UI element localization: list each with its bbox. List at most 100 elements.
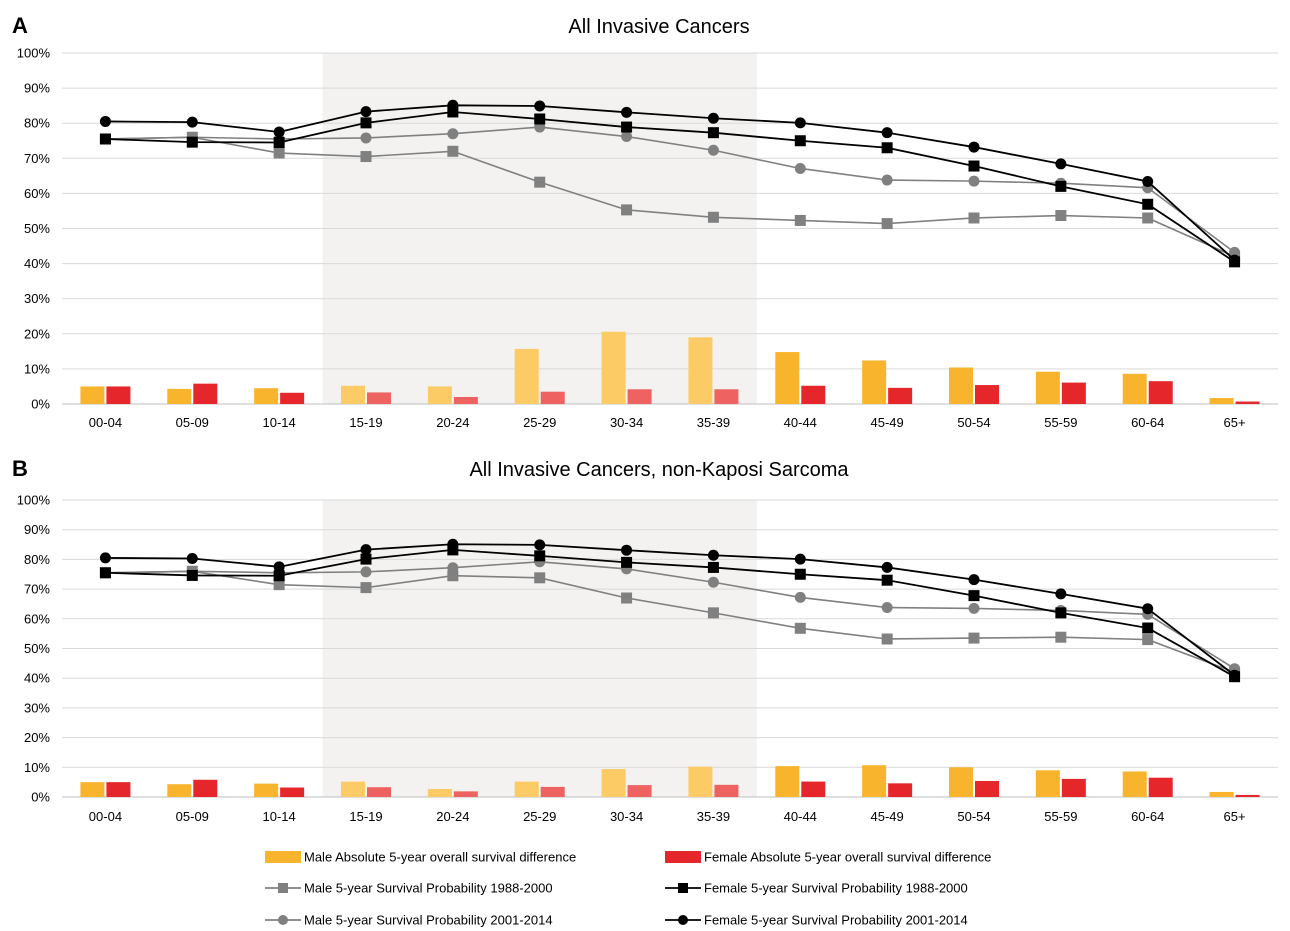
- panel-a-female-difference-bar: [367, 392, 391, 404]
- panel-b-x-tick-label: 25-29: [523, 809, 556, 824]
- panel-a-male-difference-bar: [514, 348, 539, 404]
- panel-b-female-difference-bar: [801, 781, 826, 797]
- panel-a-circle-point: [707, 112, 719, 124]
- legend-swatch-bar: [265, 851, 301, 863]
- panel-b-female-difference-bar: [627, 785, 652, 797]
- panel-a-female-difference-bar: [801, 385, 826, 404]
- panel-a-male-difference-bar: [949, 367, 973, 404]
- legend-label: Male 5-year Survival Probability 1988-20…: [304, 881, 553, 896]
- panel-a-y-tick-label: 0%: [31, 397, 50, 412]
- panel-b-circle-point: [1229, 669, 1241, 681]
- panel-a-female-difference-bar: [453, 396, 478, 404]
- panel-b-y-tick-label: 50%: [24, 641, 50, 656]
- panel-a-x-tick-label: 15-19: [349, 415, 382, 430]
- panel-b-circle-point: [360, 566, 372, 578]
- panel-b-y-tick-label: 60%: [24, 611, 50, 626]
- panel-a-male-difference-bar: [254, 388, 279, 404]
- panel-a-circle-point: [968, 175, 980, 187]
- chart-legend: Male Absolute 5-year overall survival di…: [265, 850, 991, 928]
- panel-b-female-difference-bar: [888, 783, 913, 797]
- panel-a-male-difference-bar: [1035, 371, 1060, 404]
- panel-a-square-point: [447, 145, 459, 157]
- panel-b-circle-point: [968, 602, 980, 614]
- legend-label: Female 5-year Survival Probability 2001-…: [704, 913, 968, 928]
- panel-b-circle-point: [360, 544, 372, 556]
- panel-b-letter: B: [12, 456, 28, 481]
- panel-b-x-tick-label: 00-04: [89, 809, 122, 824]
- panel-b-male-difference-bar: [341, 781, 365, 797]
- panel-a-male-5-year-survival-probability-1988-2000-line: [105, 136, 1235, 258]
- panel-b-x-tick-label: 40-44: [784, 809, 817, 824]
- panel-a-circle-point: [360, 106, 372, 118]
- panel-a-y-tick-label: 30%: [24, 291, 50, 306]
- panel-a-female-difference-bar: [714, 389, 739, 404]
- panel-b-square-point: [360, 582, 372, 594]
- panel-a-chart: A All Invasive Cancers 0% 10% 20% 30% 40% 50%…: [12, 13, 1278, 430]
- panel-b-square-point: [99, 567, 111, 579]
- legend-label: Male 5-year Survival Probability 2001-20…: [304, 913, 553, 928]
- panel-b-circle-point: [794, 553, 806, 565]
- panel-a-circle-point: [273, 126, 285, 138]
- panel-a-y-tick-label: 20%: [24, 326, 50, 341]
- panel-b-square-point: [186, 569, 198, 581]
- panel-a-square-point: [186, 136, 198, 148]
- panel-b-square-point: [534, 550, 546, 562]
- panel-a-male-difference-bar: [341, 385, 365, 404]
- panel-b-male-difference-bar: [1035, 770, 1060, 797]
- panel-b-female-difference-bar: [540, 786, 565, 797]
- panel-a-x-tick-label: 10-14: [263, 415, 296, 430]
- panel-b-female-difference-bar: [280, 787, 305, 797]
- panel-a-y-tick-label: 70%: [24, 151, 50, 166]
- panel-b-female-difference-bar: [367, 787, 391, 797]
- panel-b-circle-point: [1055, 588, 1067, 600]
- panel-a-circle-point: [794, 117, 806, 129]
- legend-swatch-circle-marker: [278, 915, 288, 925]
- panel-b-male-difference-bar: [80, 782, 105, 797]
- panel-b-y-tick-label: 0%: [31, 790, 50, 805]
- panel-a-square-point: [794, 135, 806, 147]
- legend-swatch-bar: [665, 851, 701, 863]
- panel-b-square-point: [1142, 622, 1154, 634]
- panel-a-y-tick-label: 80%: [24, 116, 50, 131]
- panel-b-male-difference-bar: [167, 784, 192, 797]
- panel-b-square-point: [621, 556, 633, 568]
- panel-a-square-point: [1055, 180, 1067, 192]
- panel-a-circle-point: [1055, 158, 1067, 170]
- legend-label: Female Absolute 5-year overall survival …: [704, 850, 991, 865]
- panel-a-circle-point: [881, 174, 893, 186]
- panel-b-male-difference-bar: [775, 766, 800, 797]
- panel-b-female-difference-bar: [975, 780, 999, 797]
- legend-swatch-square-marker: [678, 883, 688, 893]
- panel-a-circle-point: [707, 144, 719, 156]
- panel-a-square-point: [621, 204, 633, 216]
- panel-a-x-tick-label: 05-09: [176, 415, 209, 430]
- panel-b-male-difference-bar: [1209, 791, 1234, 797]
- panel-a-female-difference-bar: [193, 383, 218, 404]
- panel-b-square-point: [968, 590, 980, 602]
- panel-a-square-point: [794, 214, 806, 226]
- panel-a-female-difference-bar: [975, 385, 999, 404]
- legend-swatch-square-marker: [278, 883, 288, 893]
- panel-a-male-difference-bar: [601, 331, 626, 404]
- panel-b-square-point: [794, 622, 806, 634]
- panel-b-chart: B All Invasive Cancers, non-Kaposi Sarco…: [12, 456, 1278, 824]
- panel-a-circle-point: [794, 162, 806, 174]
- panel-b-y-tick-label: 20%: [24, 730, 50, 745]
- panel-b-circle-point: [707, 549, 719, 561]
- panel-b-circle-point: [881, 602, 893, 614]
- panel-a-male-difference-bar: [775, 352, 800, 404]
- panel-a-y-tick-label: 100%: [17, 46, 51, 61]
- panel-b-male-difference-bar: [514, 781, 539, 797]
- panel-a-circle-point: [621, 106, 633, 118]
- panel-b-square-point: [707, 607, 719, 619]
- panel-b-square-point: [1142, 634, 1154, 646]
- panel-b-y-tick-label: 40%: [24, 671, 50, 686]
- panel-a-x-tick-label: 30-34: [610, 415, 643, 430]
- panel-a-x-tick-label: 45-49: [871, 415, 904, 430]
- panel-b-male-difference-bar: [862, 765, 887, 797]
- panel-a-circle-point: [99, 115, 111, 127]
- panel-b-square-point: [621, 592, 633, 604]
- panel-b-male-5-year-survival-probability-1988-2000-line: [105, 570, 1235, 674]
- panel-b-male-difference-bar: [601, 769, 626, 797]
- panel-a-circle-point: [186, 116, 198, 128]
